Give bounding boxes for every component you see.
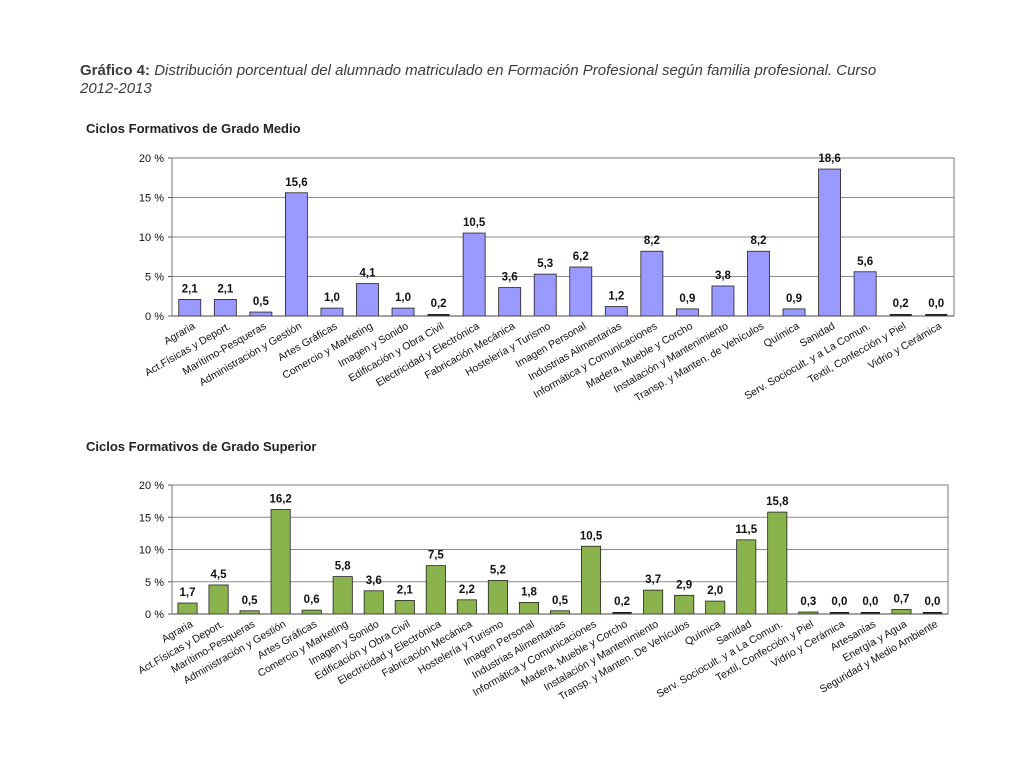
bar (829, 612, 849, 614)
data-label: 3,6 (502, 272, 518, 284)
y-tick-label: 20 % (139, 153, 164, 165)
data-label: 0,0 (862, 596, 878, 608)
data-label: 2,1 (217, 283, 234, 295)
bar (427, 314, 450, 316)
data-label: 8,2 (644, 235, 660, 247)
data-label: 7,5 (428, 550, 445, 562)
bar (674, 594, 695, 615)
y-tick-label: 15 % (139, 193, 164, 205)
y-tick-label: 0 % (145, 311, 164, 323)
data-label: 0,9 (679, 293, 695, 305)
bar (925, 314, 948, 316)
data-label: 0,9 (786, 293, 802, 305)
data-label: 2,2 (459, 584, 475, 596)
data-label: 5,3 (537, 258, 553, 270)
data-label: 10,5 (463, 217, 486, 229)
bar (581, 545, 602, 615)
bar (394, 600, 415, 615)
data-label: 4,1 (360, 268, 377, 280)
data-label: 0,2 (893, 298, 909, 310)
data-label: 0,5 (242, 595, 259, 607)
y-tick-label: 10 % (139, 545, 164, 557)
caption-label: Gráfico 4: (80, 62, 151, 79)
y-tick-label: 5 % (145, 577, 164, 589)
data-label: 0,0 (831, 596, 847, 608)
data-label: 4,5 (211, 569, 228, 581)
bar (270, 509, 291, 615)
data-label: 1,2 (608, 291, 624, 303)
chart-grado-medio: 0 %5 %10 %15 %20 %2,1Agraria2,1Act.Físic… (139, 153, 955, 404)
bar (177, 602, 198, 615)
data-label: 5,2 (490, 564, 506, 576)
data-label: 0,5 (253, 296, 270, 308)
bar (705, 600, 726, 615)
data-label: 2,1 (182, 283, 199, 295)
bar (612, 612, 632, 614)
data-label: 0,2 (431, 298, 447, 310)
data-label: 1,7 (180, 587, 196, 599)
data-label: 1,8 (521, 586, 538, 598)
bar (922, 612, 943, 614)
data-label: 0,0 (928, 298, 944, 310)
data-label: 11,5 (735, 524, 757, 536)
figure-caption: Gráfico 4: Distribución porcentual del a… (80, 62, 910, 98)
data-label: 2,1 (397, 584, 414, 596)
chart-title-grado-medio: Ciclos Formativos de Grado Medio (86, 121, 301, 136)
bar (889, 314, 912, 316)
data-label: 16,2 (269, 494, 291, 506)
bar (456, 599, 477, 615)
bar (518, 601, 539, 615)
data-label: 2,0 (707, 585, 723, 597)
bar (767, 511, 788, 615)
data-label: 0,7 (893, 593, 909, 605)
data-label: 2,9 (676, 579, 692, 591)
data-label: 0,0 (924, 596, 940, 608)
bar (860, 612, 881, 614)
data-label: 3,7 (645, 574, 661, 586)
caption-text: Distribución porcentual del alumnado mat… (80, 62, 877, 97)
y-tick-label: 20 % (139, 480, 164, 492)
data-label: 3,6 (366, 575, 382, 587)
data-label: 1,0 (324, 292, 340, 304)
bar (487, 580, 508, 615)
bar (643, 589, 664, 615)
y-tick-label: 15 % (139, 512, 164, 524)
y-tick-label: 5 % (145, 272, 164, 284)
chart-title-grado-superior: Ciclos Formativos de Grado Superior (86, 439, 317, 454)
data-label: 1,0 (395, 292, 411, 304)
y-tick-label: 0 % (145, 609, 164, 621)
bar (736, 539, 757, 615)
data-label: 5,8 (335, 561, 352, 573)
data-label: 18,6 (818, 153, 840, 165)
bar (363, 590, 384, 615)
data-label: 15,8 (766, 496, 789, 508)
data-label: 0,2 (614, 596, 630, 608)
data-label: 0,5 (552, 595, 569, 607)
bar (208, 584, 229, 615)
data-label: 8,2 (751, 235, 767, 247)
data-label: 10,5 (580, 530, 603, 542)
bar (891, 609, 912, 615)
bar (425, 565, 446, 615)
y-tick-label: 10 % (139, 232, 164, 244)
data-label: 0,3 (800, 596, 816, 608)
data-label: 3,8 (715, 270, 732, 282)
data-label: 15,6 (285, 177, 307, 189)
data-label: 5,6 (857, 256, 873, 268)
bar (301, 609, 322, 615)
data-label: 6,2 (573, 251, 589, 263)
data-label: 0,6 (304, 594, 320, 606)
bar (332, 576, 353, 615)
